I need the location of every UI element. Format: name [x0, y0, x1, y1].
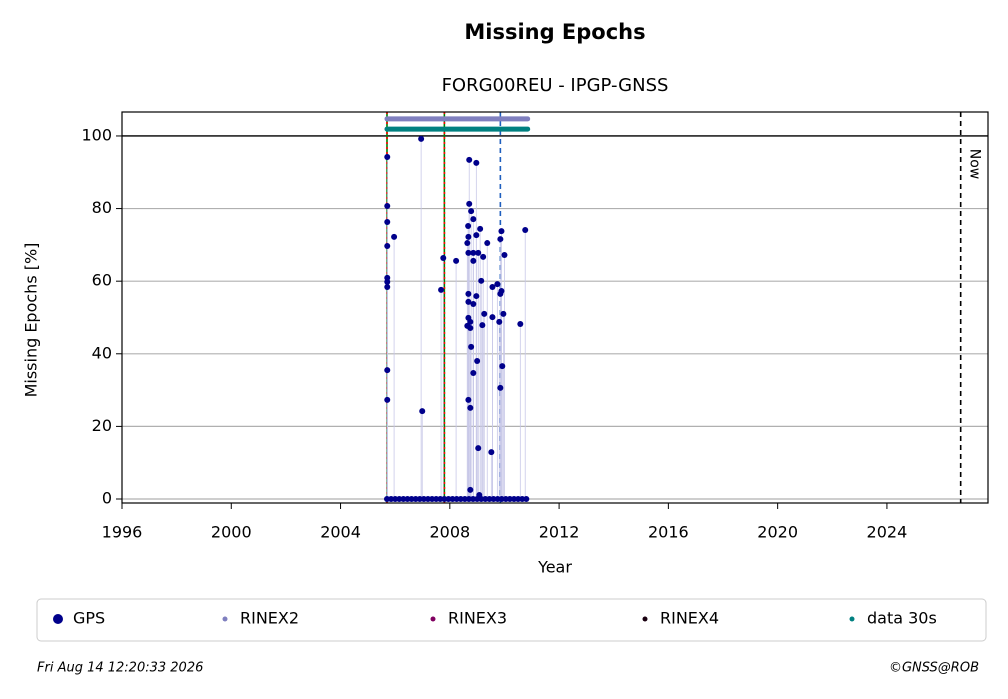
- data-point: [523, 496, 530, 503]
- data-point: [481, 310, 488, 317]
- data-point: [497, 290, 504, 297]
- data-point: [467, 486, 474, 493]
- data-point: [465, 290, 472, 297]
- event-label: Now: [967, 149, 983, 180]
- data-point: [475, 445, 482, 452]
- data-point: [498, 228, 505, 235]
- y-tick-label: 100: [81, 125, 112, 144]
- data-point: [384, 367, 391, 374]
- data-point: [418, 135, 425, 142]
- data-point: [480, 253, 487, 260]
- legend-box: [36, 598, 987, 642]
- data-point: [488, 449, 495, 456]
- x-tick-label: 2000: [211, 523, 252, 542]
- data-point: [465, 298, 472, 305]
- data-point: [474, 358, 481, 365]
- data-point: [468, 208, 475, 215]
- legend-marker: [53, 614, 63, 624]
- legend-label: RINEX4: [660, 609, 719, 628]
- x-tick-label: 2020: [757, 523, 798, 542]
- data-point: [466, 156, 473, 163]
- y-tick-label: 80: [92, 198, 112, 217]
- data-point: [479, 322, 486, 329]
- data-point: [453, 257, 460, 264]
- legend-marker: [222, 616, 228, 622]
- legend-label: data 30s: [867, 609, 937, 628]
- x-tick-label: 2008: [429, 523, 470, 542]
- data-point: [497, 236, 504, 243]
- data-point: [440, 254, 447, 261]
- data-point: [465, 396, 472, 403]
- data-point: [470, 249, 477, 256]
- data-point: [465, 249, 472, 256]
- credit: ©GNSS@ROB: [889, 661, 979, 676]
- legend-marker: [430, 616, 436, 622]
- data-point: [384, 283, 391, 290]
- data-point: [489, 283, 496, 290]
- data-point: [494, 281, 501, 288]
- data-point: [501, 252, 508, 259]
- data-point: [489, 314, 496, 321]
- data-point: [477, 225, 484, 232]
- data-point: [384, 203, 391, 210]
- data-point: [384, 219, 391, 226]
- data-point: [419, 408, 426, 415]
- data-point: [473, 232, 480, 239]
- legend-label: RINEX2: [240, 609, 299, 628]
- y-tick-label: 0: [102, 489, 112, 508]
- data-point: [500, 310, 507, 317]
- legend-label: GPS: [73, 609, 105, 628]
- x-tick-label: 2024: [867, 523, 908, 542]
- chart-title: Missing Epochs: [464, 20, 645, 44]
- data-point: [478, 277, 485, 284]
- x-tick-label: 2004: [320, 523, 361, 542]
- data-point: [470, 257, 477, 264]
- legend-marker: [849, 616, 855, 622]
- data-point: [384, 242, 391, 249]
- data-point: [391, 233, 398, 240]
- data-point: [473, 159, 480, 166]
- data-point: [466, 200, 473, 207]
- data-point: [522, 226, 529, 233]
- y-tick-label: 20: [92, 416, 112, 435]
- y-axis-label: Missing Epochs [%]: [22, 243, 41, 398]
- data-point: [464, 240, 471, 247]
- data-point: [496, 318, 503, 325]
- data-point: [468, 343, 475, 350]
- y-tick-label: 40: [92, 343, 112, 362]
- y-tick-label: 60: [92, 271, 112, 290]
- data-point: [484, 240, 491, 247]
- data-point: [470, 301, 477, 308]
- data-point: [497, 384, 504, 391]
- chart-subtitle: FORG00REU - IPGP-GNSS: [442, 75, 669, 96]
- data-point: [465, 233, 472, 240]
- data-point: [517, 321, 524, 328]
- data-point: [475, 249, 482, 256]
- legend-label: RINEX3: [448, 609, 507, 628]
- plot-frame: [121, 111, 989, 504]
- data-point: [499, 363, 506, 370]
- data-point: [384, 396, 391, 403]
- data-point: [384, 154, 391, 161]
- x-axis-label: Year: [537, 558, 572, 577]
- data-point: [473, 293, 480, 300]
- x-tick-label: 2012: [539, 523, 580, 542]
- data-point: [467, 404, 474, 411]
- data-point: [465, 222, 472, 229]
- x-tick-label: 1996: [102, 523, 143, 542]
- data-point: [467, 325, 474, 332]
- legend-marker: [642, 616, 648, 622]
- x-tick-label: 2016: [648, 523, 689, 542]
- timestamp: Fri Aug 14 12:20:33 2026: [37, 661, 203, 676]
- data-point: [470, 370, 477, 377]
- data-point: [384, 278, 391, 285]
- data-point: [438, 286, 445, 293]
- data-point: [470, 216, 477, 223]
